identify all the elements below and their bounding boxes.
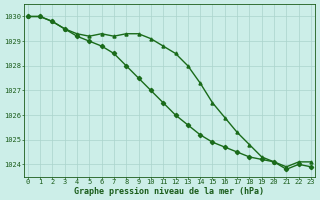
X-axis label: Graphe pression niveau de la mer (hPa): Graphe pression niveau de la mer (hPa) [74,187,264,196]
